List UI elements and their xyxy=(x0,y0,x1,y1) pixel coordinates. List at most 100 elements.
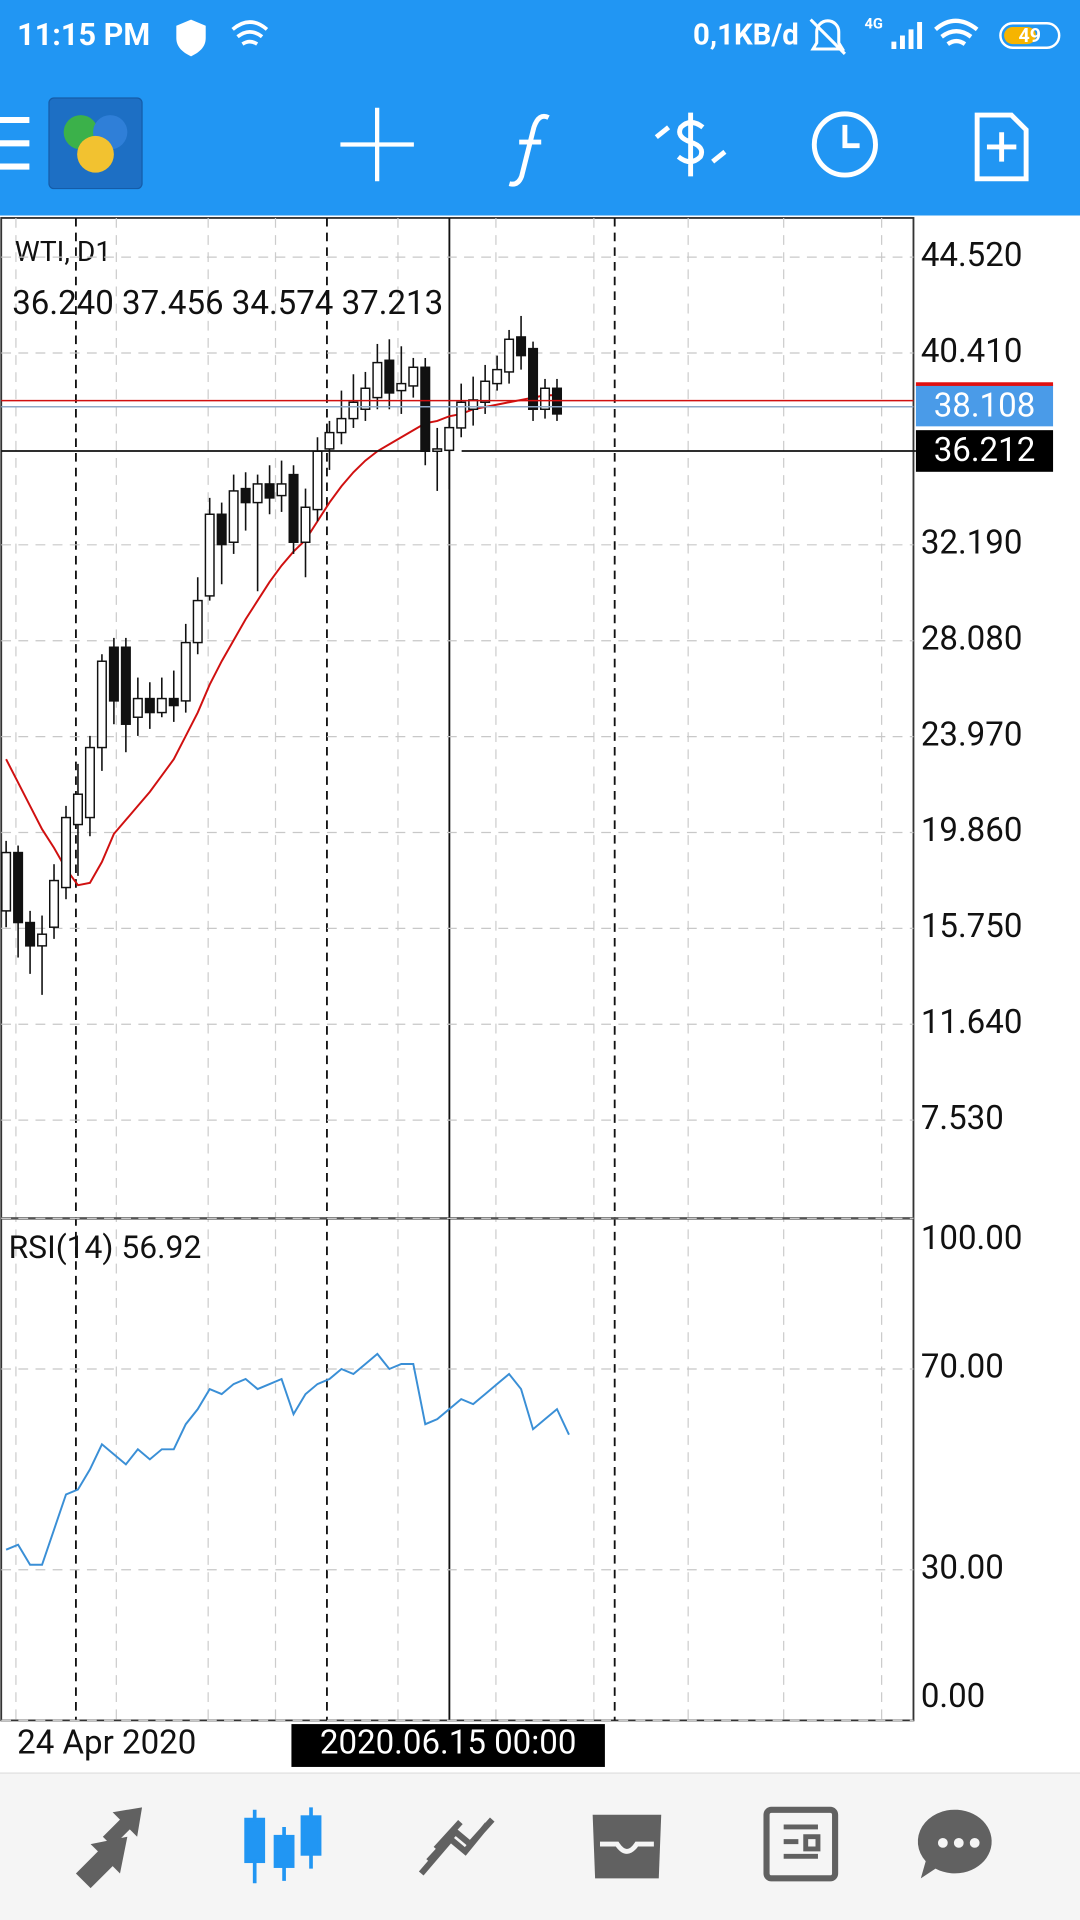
candle-body xyxy=(96,660,107,749)
candle-body xyxy=(13,851,24,924)
bid-label-top xyxy=(915,382,1054,386)
y-tick-label: 15.750 xyxy=(921,907,1023,946)
dot xyxy=(937,1837,948,1848)
candle-body xyxy=(204,513,215,597)
new-order-button[interactable] xyxy=(974,112,1029,182)
candle-body xyxy=(504,338,515,373)
candle-body xyxy=(396,382,407,392)
candle-body xyxy=(25,921,36,947)
y-tick-label: 100.00 xyxy=(921,1219,1023,1258)
candle-body xyxy=(120,646,131,725)
wifi-icon-2 xyxy=(934,18,979,46)
candle-body xyxy=(540,387,551,411)
candle-body xyxy=(312,450,323,511)
bid-label-box xyxy=(915,384,1054,427)
status-net: 0,1KB/d xyxy=(693,19,799,53)
rsi-line xyxy=(5,1352,570,1566)
candle-body xyxy=(168,697,179,707)
bottom-nav xyxy=(0,1773,1080,1920)
candle-body xyxy=(456,401,467,429)
x-label: 24 Apr 2020 xyxy=(17,1724,196,1763)
battery-icon xyxy=(999,22,1061,49)
bid-label: 38.108 xyxy=(934,387,1036,426)
crosshair-time: 2020.06.15 00:00 xyxy=(320,1724,577,1763)
period-separators xyxy=(75,217,616,1721)
y-tick-label: 23.970 xyxy=(921,715,1023,754)
y-tick-label: 19.860 xyxy=(921,811,1023,850)
candle-body xyxy=(360,387,371,411)
dot xyxy=(969,1837,980,1848)
y-tick-label: 0.00 xyxy=(921,1677,985,1716)
candle-body xyxy=(288,473,299,543)
crosshair-button[interactable] xyxy=(340,107,414,182)
candle-body xyxy=(228,490,239,543)
candle-body xyxy=(480,380,491,404)
indicators-button[interactable] xyxy=(508,113,550,187)
candle-body xyxy=(444,426,455,452)
y-tick-label: 70.00 xyxy=(921,1348,1004,1387)
candle-body xyxy=(216,513,227,546)
crosshair-price-box xyxy=(915,430,1054,472)
candle-body xyxy=(492,368,503,385)
rsi-title: RSI(14) 56.92 xyxy=(9,1229,202,1267)
candle-body xyxy=(252,483,263,504)
chart-frame xyxy=(0,217,915,1722)
candle-body xyxy=(384,359,395,394)
ohlc-info: 36.240 37.456 34.574 37.213 xyxy=(12,284,443,323)
nav-news-detail xyxy=(783,1824,821,1859)
candle-body xyxy=(372,361,383,399)
candle-body xyxy=(60,816,72,889)
shield-icon xyxy=(176,19,206,57)
wifi-icon xyxy=(231,20,269,46)
dot xyxy=(953,1837,964,1848)
nav-quotes[interactable] xyxy=(75,1807,143,1889)
y-tick-label: 11.640 xyxy=(921,1003,1023,1042)
candle-body xyxy=(420,366,431,452)
low-info: 34.574 xyxy=(232,284,334,323)
crosshair-time-box xyxy=(291,1724,605,1767)
nav-news[interactable] xyxy=(763,1806,839,1882)
candle-body xyxy=(336,417,347,434)
candle-body xyxy=(144,697,155,714)
candle-body xyxy=(1,851,12,912)
candle-body xyxy=(528,347,539,411)
logo-part xyxy=(77,135,114,173)
trade-button[interactable] xyxy=(654,112,727,177)
y-tick-label: 32.190 xyxy=(921,524,1023,563)
candle-body xyxy=(84,746,95,819)
y-tick-label: 44.520 xyxy=(921,236,1023,275)
nav-chart[interactable] xyxy=(244,1807,322,1884)
battery-level xyxy=(1004,26,1036,45)
candle-body xyxy=(240,487,251,504)
candle-body xyxy=(49,879,60,928)
menu-button[interactable] xyxy=(0,116,30,170)
period-button[interactable] xyxy=(811,111,878,178)
candle-body xyxy=(432,448,443,452)
marks-layer xyxy=(1,256,916,1722)
candle-body xyxy=(156,697,167,714)
labels-layer: 44.520 40.410 32.190 28.080 23.970 19.860 15.7… xyxy=(915,236,1054,1716)
battery-text: 49 xyxy=(1019,24,1041,47)
y-tick-label: 30.00 xyxy=(921,1549,1004,1588)
nav-trade[interactable] xyxy=(418,1817,495,1876)
nav-history[interactable] xyxy=(592,1814,662,1879)
candle-body xyxy=(516,336,527,357)
candle-body xyxy=(37,933,48,947)
candle-body xyxy=(348,401,359,420)
candle-body xyxy=(276,483,287,497)
chart-title: WTI, D1 xyxy=(15,235,111,268)
y-tick-label: 28.080 xyxy=(921,619,1023,658)
candle-body xyxy=(72,793,83,826)
rsi-name: RSI(14) xyxy=(9,1229,114,1267)
candle-body xyxy=(324,431,335,450)
candle-body xyxy=(408,366,419,387)
candle-body xyxy=(180,641,191,702)
y-tick-label: 7.530 xyxy=(921,1099,1004,1138)
candle-body xyxy=(132,697,143,718)
candle-body xyxy=(264,483,275,499)
clock-hands xyxy=(842,124,860,149)
close-info: 37.213 xyxy=(342,284,444,323)
status-time: 11:15 PM xyxy=(17,18,150,53)
crosshair-price: 36.212 xyxy=(934,431,1036,470)
